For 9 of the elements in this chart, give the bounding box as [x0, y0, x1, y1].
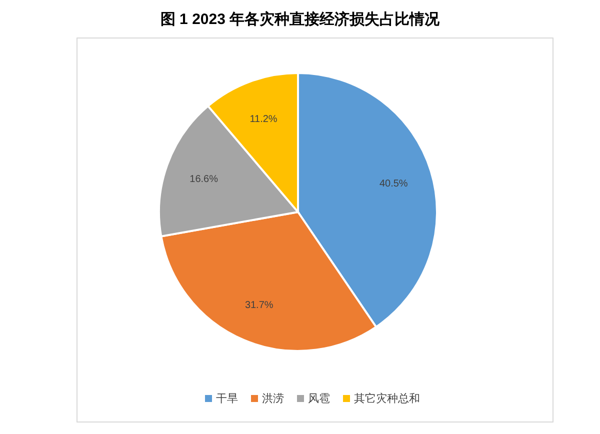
- data-label: 40.5%: [379, 178, 408, 190]
- legend-label: 其它灾种总和: [354, 392, 420, 405]
- legend-label: 干旱: [216, 393, 238, 405]
- data-label: 16.6%: [190, 174, 218, 186]
- data-label: 31.7%: [244, 300, 274, 312]
- chart-title: 图 1 2023 年各灾种直接经济损失占比情况: [160, 10, 441, 28]
- data-label: 11.2%: [250, 114, 278, 126]
- legend-label: 洪涝: [262, 392, 284, 405]
- legend-label: 风雹: [308, 393, 330, 405]
